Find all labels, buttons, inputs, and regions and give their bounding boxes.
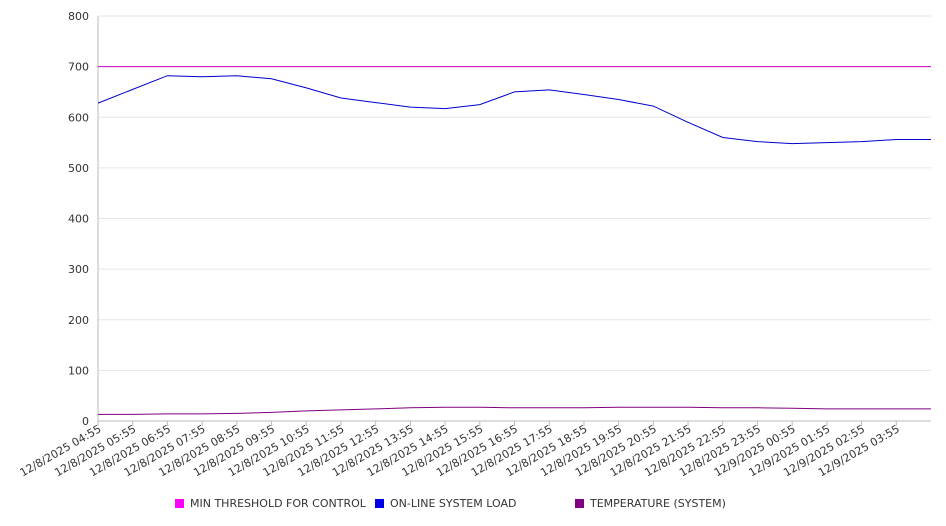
y-tick-label: 600: [68, 111, 89, 124]
legend-swatch-temperature: [575, 499, 584, 508]
y-tick-label: 700: [68, 61, 89, 74]
legend-swatch-min-threshold: [175, 499, 184, 508]
y-tick-label: 200: [68, 314, 89, 327]
series-line-2: [98, 406, 931, 415]
legend-item-temperature[interactable]: TEMPERATURE (SYSTEM): [575, 497, 726, 510]
y-tick-label: 800: [68, 10, 89, 23]
legend-swatch-system-load: [375, 499, 384, 508]
series-line-1: [97, 75, 931, 145]
legend-label-system-load: ON-LINE SYSTEM LOAD: [390, 497, 517, 510]
legend-item-system-load[interactable]: ON-LINE SYSTEM LOAD: [375, 497, 516, 510]
y-tick-label: 100: [68, 364, 89, 377]
y-tick-label: 500: [68, 162, 89, 175]
legend-label-temperature: TEMPERATURE (SYSTEM): [590, 497, 726, 510]
legend-label-min-threshold: MIN THRESHOLD FOR CONTROL: [190, 497, 366, 510]
y-tick-label: 300: [68, 263, 89, 276]
y-tick-label: 0: [82, 415, 89, 428]
y-tick-label: 400: [68, 213, 89, 226]
legend-item-min-threshold[interactable]: MIN THRESHOLD FOR CONTROL: [175, 497, 366, 510]
